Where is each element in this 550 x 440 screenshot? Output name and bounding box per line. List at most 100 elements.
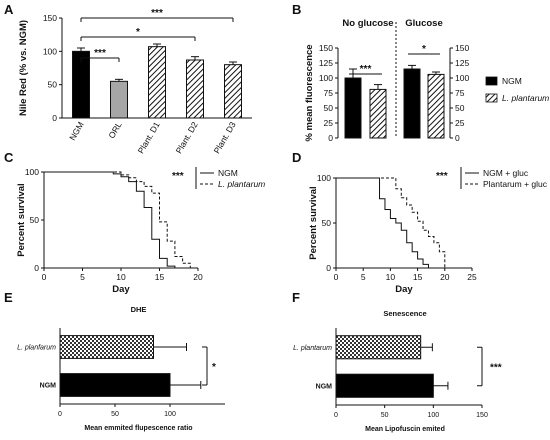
b-y-tick-label-left: 125: [319, 58, 333, 68]
d-sig-label: ***: [436, 171, 448, 182]
f-bar: [335, 335, 422, 360]
b-y-tick-label-right: 100: [455, 73, 469, 83]
d-x-label: Day: [395, 284, 413, 295]
a-sig-label: ***: [94, 48, 106, 59]
e-x-label: Mean emmited flupescence ratio: [84, 425, 192, 432]
d-y-tick-label: 0: [326, 263, 331, 273]
a-y-tick-label: 0: [52, 113, 57, 123]
d-x-tick-label: 0: [334, 272, 339, 282]
a-sig-label: ***: [151, 8, 163, 19]
a-bar: [224, 64, 242, 119]
e-x-tick-label: 0: [58, 411, 62, 418]
panel-label-f: F: [292, 290, 300, 305]
e-category-label: NGM: [40, 383, 57, 390]
a-bar: [110, 80, 128, 119]
b-y-tick-label-left: 25: [324, 118, 334, 128]
b-y-tick-label-right: 125: [455, 58, 469, 68]
b-y-label: % mean fluorescence: [304, 44, 315, 141]
c-legend-label: L. plantarum: [218, 179, 265, 189]
a-bar: [148, 46, 166, 119]
b-bar: [344, 77, 362, 139]
panel-label-a: A: [4, 2, 14, 17]
b-y-tick-label-right: 75: [455, 88, 465, 98]
b-y-tick-label-left: 150: [319, 43, 333, 53]
d-y-tick-label: 50: [322, 218, 332, 228]
c-series-line: [44, 172, 175, 268]
panel-a-chart: 0 50 100 150 NGM ORL Plant. D1 Plant. D2 Plant. …: [18, 8, 252, 155]
d-legend-label: Plantarum + gluc: [483, 179, 548, 189]
a-category-label: Plant. D2: [174, 120, 200, 156]
c-series-line: [44, 172, 190, 268]
f-sig-label: ***: [490, 363, 502, 374]
b-y-tick-label-left: 0: [328, 133, 333, 143]
b-sig-label: ***: [360, 64, 372, 75]
c-x-tick-label: 5: [80, 272, 85, 282]
f-x-tick-label: 0: [334, 412, 338, 419]
c-x-tick-label: 10: [116, 272, 126, 282]
a-category-label: NGM: [67, 120, 86, 142]
e-bar: [59, 335, 154, 359]
a-y-tick-label: 50: [48, 80, 58, 90]
b-y-tick-label-left: 50: [324, 103, 334, 113]
b-sig-label: *: [422, 44, 426, 55]
b-legend-label: NGM: [502, 76, 522, 86]
b-y-tick-label-right: 0: [455, 133, 460, 143]
c-x-tick-label: 15: [155, 272, 165, 282]
f-category-label: L. plantarum: [293, 345, 332, 352]
e-title: DHE: [131, 305, 147, 314]
c-y-tick-label: 100: [25, 167, 39, 177]
b-group-label: No glucose: [342, 18, 393, 29]
b-bar: [427, 73, 445, 139]
d-x-tick-label: 15: [413, 272, 423, 282]
c-x-tick-label: 20: [193, 272, 203, 282]
e-bar: [59, 373, 171, 397]
f-bar: [335, 373, 434, 398]
b-y-tick-label-left: 100: [319, 73, 333, 83]
c-y-tick-label: 0: [34, 263, 39, 273]
f-x-label: Mean Lipofuscin emited: [365, 426, 445, 433]
b-y-tick-label-right: 25: [455, 118, 465, 128]
b-bar: [403, 68, 421, 139]
a-y-tick-label: 150: [43, 13, 57, 23]
a-y-tick-label: 100: [43, 46, 57, 56]
panel-f-chart: 0 50 100 150 L. plantarum NGM *** Senescence Mea…: [293, 309, 502, 433]
f-x-tick-label: 100: [427, 412, 439, 419]
f-x-tick-label: 50: [381, 412, 389, 419]
b-legend-label: L. plantarum: [502, 93, 549, 103]
b-bar: [369, 88, 387, 139]
e-x-tick-label: 100: [164, 411, 176, 418]
d-x-tick-label: 5: [361, 272, 366, 282]
c-sig-label: ***: [172, 171, 184, 182]
b-legend-swatch: [485, 76, 498, 86]
c-y-label: Percent survival: [16, 183, 27, 256]
e-x-tick-label: 50: [111, 411, 119, 418]
e-sig-label: *: [212, 362, 216, 373]
c-legend-label: NGM: [218, 168, 238, 178]
d-x-tick-label: 20: [440, 272, 450, 282]
b-legend-swatch: [485, 93, 498, 103]
c-x-tick-label: 0: [42, 272, 47, 282]
c-y-tick-label: 50: [30, 215, 40, 225]
d-series-line: [336, 178, 428, 268]
a-y-label: Nile Red (% vs. NGM): [18, 20, 29, 116]
a-bar: [186, 59, 204, 119]
panel-label-e: E: [4, 290, 13, 305]
d-series-line: [336, 178, 445, 268]
b-y-tick-label-right: 50: [455, 103, 465, 113]
e-category-label: L. planfarum: [17, 345, 56, 352]
panel-label-c: C: [4, 150, 14, 165]
panel-label-b: B: [292, 2, 301, 17]
b-y-tick-label-right: 150: [455, 43, 469, 53]
d-legend-label: NGM + gluc: [483, 168, 529, 178]
a-category-label: Plant. D1: [136, 120, 162, 156]
f-category-label: NGM: [316, 383, 333, 390]
d-x-tick-label: 10: [386, 272, 396, 282]
d-y-tick-label: 100: [317, 173, 331, 183]
f-title: Senescence: [383, 309, 426, 318]
panel-label-d: D: [292, 150, 301, 165]
d-x-tick-label: 25: [467, 272, 477, 282]
